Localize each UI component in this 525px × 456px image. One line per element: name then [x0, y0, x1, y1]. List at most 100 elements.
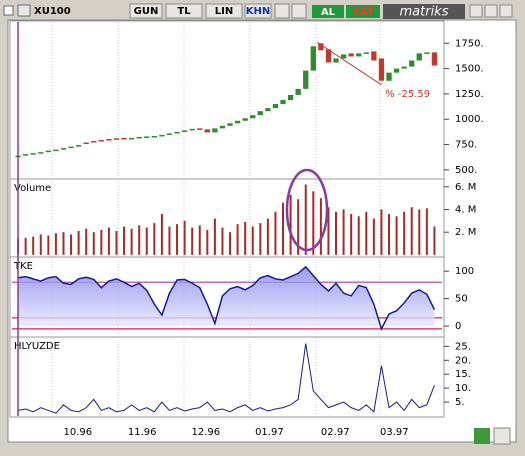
button[interactable] [129, 3, 163, 19]
candle [68, 146, 74, 149]
candle [257, 111, 263, 116]
volume-bar [342, 209, 345, 255]
volume-bar [176, 224, 179, 255]
panels: 500. 750. 1000. 1250. 1500. 1750. % -25.59 Volu… [9, 20, 484, 438]
y-tick-label: 1750. [455, 38, 484, 49]
candle [401, 66, 407, 69]
button-label: TL [177, 6, 191, 17]
min-icon[interactable] [469, 4, 483, 18]
candle [136, 136, 142, 139]
volume-bar [123, 226, 126, 255]
volume-bar [350, 214, 353, 255]
candle [416, 53, 422, 61]
candle [280, 100, 286, 105]
volume-bar [335, 211, 338, 255]
candle [325, 49, 332, 63]
x-tick-label: 10.96 [64, 427, 93, 438]
candle [378, 58, 385, 81]
close-icon[interactable] [17, 4, 31, 17]
candle [22, 154, 29, 156]
volume-bar [168, 226, 171, 255]
button[interactable] [165, 3, 203, 19]
candle [60, 148, 67, 150]
volume-bar [365, 211, 368, 255]
volume-bar [388, 214, 391, 255]
y-tick-label: 1000. [455, 114, 484, 125]
candle [431, 52, 438, 66]
max-icon[interactable] [484, 4, 498, 18]
annotation: % -25.59 [385, 89, 430, 100]
volume-bar [115, 231, 118, 255]
x-tick-label: 03.97 [380, 427, 409, 438]
panel-title: HLYUZDE [14, 341, 60, 352]
volume-bar [266, 218, 269, 255]
volume-bar [410, 207, 413, 255]
candle [348, 53, 354, 57]
logo: matriks [400, 5, 449, 20]
volume-bar [236, 224, 239, 255]
y-tick-label: 100 [455, 266, 474, 277]
candle [204, 129, 210, 133]
button[interactable] [205, 3, 243, 19]
scroll-icon[interactable] [493, 427, 511, 445]
checkbox[interactable] [3, 5, 14, 16]
area [18, 266, 435, 329]
volume-bar [304, 184, 307, 255]
candle [363, 52, 369, 54]
button-label: LIN [215, 6, 233, 17]
candle [234, 120, 241, 124]
highlight-ellipse [285, 168, 329, 252]
volume-bar [403, 211, 406, 255]
panel-frame [9, 336, 445, 418]
candle [212, 128, 218, 133]
y-tick-label: 4. M [455, 204, 476, 215]
panel-title: Volume [14, 183, 51, 194]
panel-title: TKE [13, 261, 33, 272]
volume-bar [54, 233, 57, 255]
candle [333, 58, 339, 63]
candle [159, 134, 165, 137]
volume-bar [289, 194, 292, 255]
candle [242, 118, 248, 121]
candle [287, 94, 294, 100]
candle [151, 135, 157, 138]
sell-label: SAT [353, 7, 374, 18]
candle [144, 136, 150, 138]
candle [98, 140, 104, 142]
close-icon[interactable] [499, 4, 513, 18]
candle [310, 46, 316, 71]
refresh-icon[interactable] [474, 428, 490, 444]
button[interactable] [244, 3, 272, 19]
chart-area [7, 19, 517, 443]
sell-button[interactable] [346, 5, 380, 18]
trendline [316, 41, 382, 86]
y-tick-label: 6. M [455, 182, 476, 193]
candle [197, 128, 203, 130]
candle [166, 133, 173, 135]
volume-bar [100, 229, 103, 255]
y-tick-label: 750. [455, 140, 477, 151]
candle [106, 139, 112, 141]
tool-icon[interactable] [291, 3, 307, 19]
volume-bar [153, 223, 156, 255]
pen-icon[interactable] [274, 3, 290, 19]
buy-button[interactable] [312, 5, 344, 18]
volume-bar [130, 228, 133, 255]
buy-label: AL [321, 7, 336, 18]
volume-bar [221, 227, 224, 255]
volume-bar [380, 209, 383, 255]
candle [318, 43, 324, 51]
candle [295, 88, 301, 95]
candle [303, 70, 309, 89]
volume-bar [213, 218, 216, 255]
volume-bar [62, 232, 65, 255]
y-tick-label: 1250. [455, 89, 484, 100]
y-tick-label: 2. M [455, 227, 476, 238]
line [17, 343, 435, 414]
volume-bar [327, 207, 330, 255]
candle [219, 125, 226, 129]
volume-bar [251, 226, 254, 255]
y-tick-label: 0 [455, 321, 461, 332]
volume-bar [229, 232, 232, 255]
